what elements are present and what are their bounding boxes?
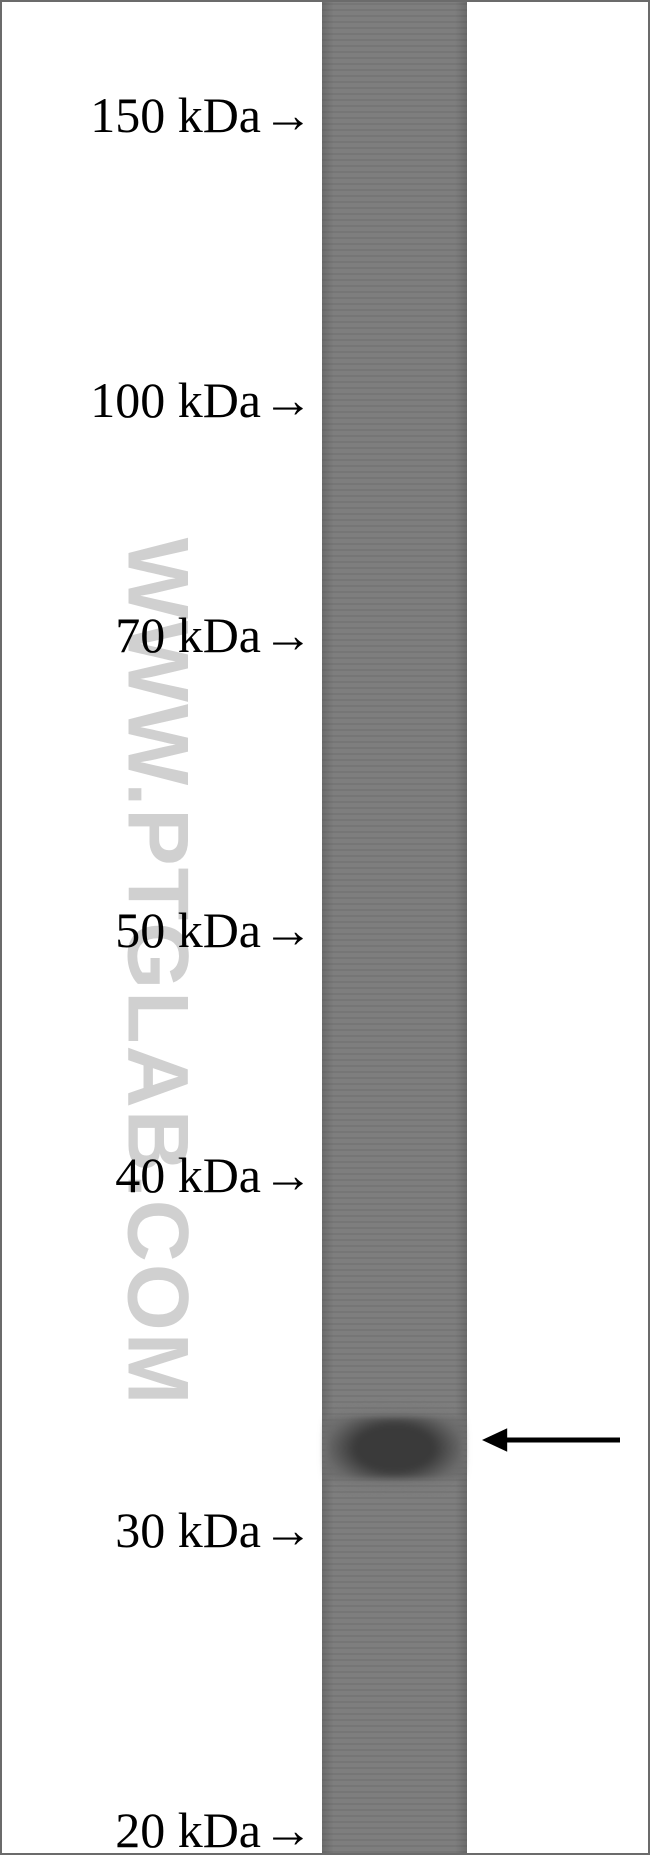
arrow-left-icon (482, 1422, 620, 1458)
mw-marker-label: 20 kDa→ (115, 1801, 313, 1855)
arrow-right-icon: → (263, 86, 313, 144)
mw-marker-text: 20 kDa (115, 1801, 261, 1855)
band-indicator-arrow (482, 1422, 620, 1458)
mw-marker-label: 40 kDa→ (115, 1146, 313, 1204)
arrow-right-icon: → (263, 606, 313, 664)
mw-marker-label: 150 kDa→ (90, 86, 313, 144)
mw-marker-text: 30 kDa (115, 1501, 261, 1559)
mw-marker-label: 50 kDa→ (115, 901, 313, 959)
arrow-right-icon: → (263, 1501, 313, 1559)
mw-marker-label: 30 kDa→ (115, 1501, 313, 1559)
mw-marker-label: 100 kDa→ (90, 371, 313, 429)
arrow-right-icon: → (263, 1801, 313, 1855)
mw-marker-label: 70 kDa→ (115, 606, 313, 664)
mw-marker-text: 100 kDa (90, 371, 261, 429)
blot-figure: WWW.PTGLAB.COM 150 kDa→100 kDa→70 kDa→50… (0, 0, 650, 1855)
arrow-right-icon: → (263, 901, 313, 959)
mw-marker-text: 70 kDa (115, 606, 261, 664)
blot-band (325, 1417, 464, 1479)
mw-marker-text: 150 kDa (90, 86, 261, 144)
arrow-right-icon: → (263, 1146, 313, 1204)
mw-marker-text: 40 kDa (115, 1146, 261, 1204)
arrow-right-icon: → (263, 371, 313, 429)
mw-marker-text: 50 kDa (115, 901, 261, 959)
watermark-text: WWW.PTGLAB.COM (108, 538, 207, 1407)
blot-lane (322, 2, 467, 1853)
lane-background (322, 2, 467, 1853)
